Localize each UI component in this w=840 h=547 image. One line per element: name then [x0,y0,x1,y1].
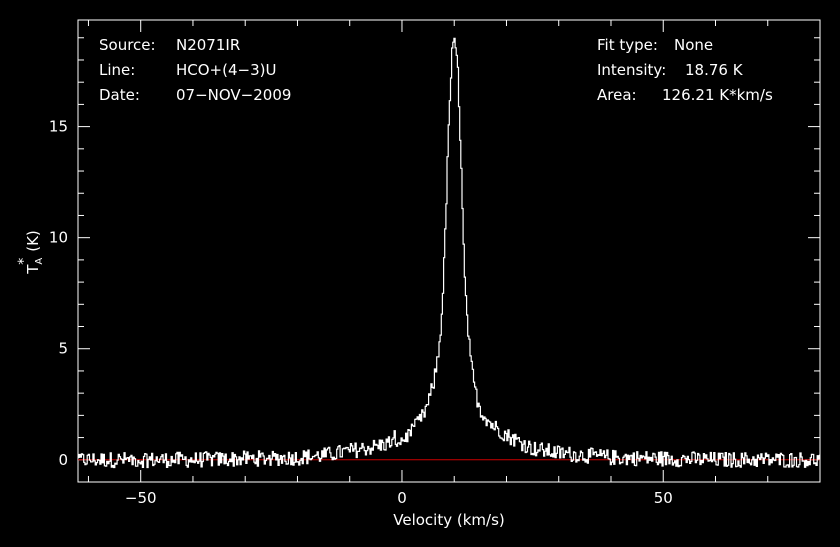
y-tick-label: 0 [58,451,68,469]
x-tick-label: −50 [125,489,157,507]
line-value: HCO+(4−3)U [176,61,276,79]
y-tick-label: 10 [49,229,68,247]
y-tick-labels: 0 5 10 15 [49,118,68,469]
date-value: 07−NOV−2009 [176,86,291,104]
axis-ticks [78,20,821,483]
plot-frame [77,19,821,483]
y-axis-label-sup: * [16,258,32,265]
area-label: Area: [597,86,637,104]
intensity-label: Intensity: [597,61,666,79]
spectrum-line [78,37,821,469]
y-axis-label-sub: A [34,258,45,265]
source-value: N2071IR [176,36,240,54]
fit-type-label: Fit type: [597,36,658,54]
x-tick-label: 0 [397,489,407,507]
source-label: Source: [99,36,156,54]
line-label: Line: [99,61,135,79]
date-label: Date: [99,86,140,104]
y-tick-label: 15 [49,118,68,136]
y-axis-label: TA* (K) [16,230,45,275]
x-tick-labels: −50 0 50 [125,489,673,507]
y-axis-label-main: T [24,264,42,275]
intensity-value: 18.76 K [685,61,744,79]
x-tick-label: 50 [654,489,673,507]
y-axis-label-unit: (K) [24,230,42,252]
x-axis-label: Velocity (km/s) [393,511,504,529]
svg-text:TA*(K): TA* (K) [16,230,45,275]
fit-type-value: None [674,36,713,54]
area-value: 126.21 K*km/s [662,86,773,104]
y-tick-label: 5 [58,340,68,358]
